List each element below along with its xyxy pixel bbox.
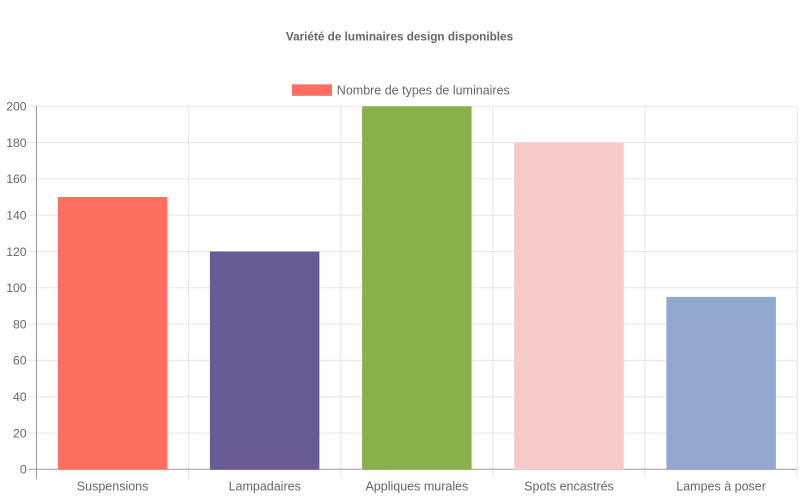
svg-text:100: 100 <box>6 281 27 295</box>
svg-text:Nombre de types de luminaires: Nombre de types de luminaires <box>337 83 510 97</box>
svg-text:200: 200 <box>6 100 27 114</box>
svg-text:Lampes à poser: Lampes à poser <box>676 479 766 493</box>
svg-text:Variété de luminaires design d: Variété de luminaires design disponibles <box>286 30 514 43</box>
svg-text:120: 120 <box>6 245 27 259</box>
svg-text:Suspensions: Suspensions <box>77 479 149 493</box>
svg-text:Appliques murales: Appliques murales <box>365 479 468 493</box>
svg-text:20: 20 <box>13 426 27 440</box>
svg-text:140: 140 <box>6 209 27 223</box>
svg-text:Spots encastrés: Spots encastrés <box>524 479 614 493</box>
svg-text:160: 160 <box>6 172 27 186</box>
svg-text:80: 80 <box>13 317 27 331</box>
svg-text:Lampadaires: Lampadaires <box>229 479 301 493</box>
svg-text:60: 60 <box>13 354 27 368</box>
svg-text:0: 0 <box>20 463 27 477</box>
svg-text:40: 40 <box>13 390 27 404</box>
svg-text:180: 180 <box>6 136 27 150</box>
